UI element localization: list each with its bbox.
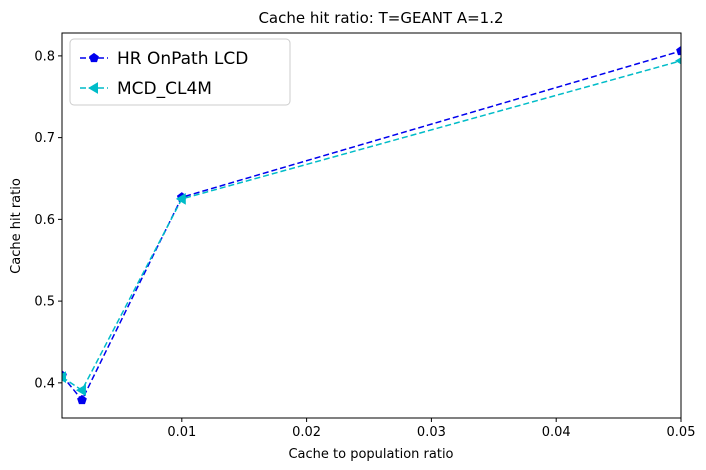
x-tick-label: 0.02 [292,425,321,440]
series-line [62,50,681,402]
legend-label: HR OnPath LCD [117,49,248,69]
data-point [75,384,86,397]
legend-box [69,38,291,106]
legend-item: MCD_CL4M [80,79,212,99]
legend-item: HR OnPath LCD [80,49,248,69]
x-tick-label: 0.05 [667,425,696,440]
data-point [676,45,681,56]
x-tick-label: 0.03 [417,425,446,440]
y-tick-label: 0.4 [34,376,55,391]
x-axis-label: Cache to population ratio [288,447,453,462]
legend-label: MCD_CL4M [117,79,212,99]
chart-title: Cache hit ratio: T=GEANT A=1.2 [258,9,503,27]
legend-marker [88,82,98,94]
data-point [62,371,66,384]
series-2 [62,57,681,397]
ticks-layer: 0.01 0.02 0.03 0.04 0.05 0.4 0.5 0.6 0.7 0.8 [34,49,695,440]
x-tick-label: 0.01 [167,425,196,440]
y-tick-label: 0.5 [34,295,55,310]
data-point [675,57,681,65]
y-tick-label: 0.7 [34,131,55,146]
legend: HR OnPath LCD MCD_CL4M [69,38,291,106]
y-tick-label: 0.6 [34,213,55,228]
data-point [175,193,186,205]
plot-frame [61,32,682,419]
series-line [62,60,681,392]
y-axis-label: Cache hit ratio [9,178,24,274]
x-tick-label: 0.04 [542,425,571,440]
series-layer [62,45,681,405]
y-tick-label: 0.8 [34,49,55,64]
data-point [77,394,87,405]
legend-marker [89,52,99,63]
